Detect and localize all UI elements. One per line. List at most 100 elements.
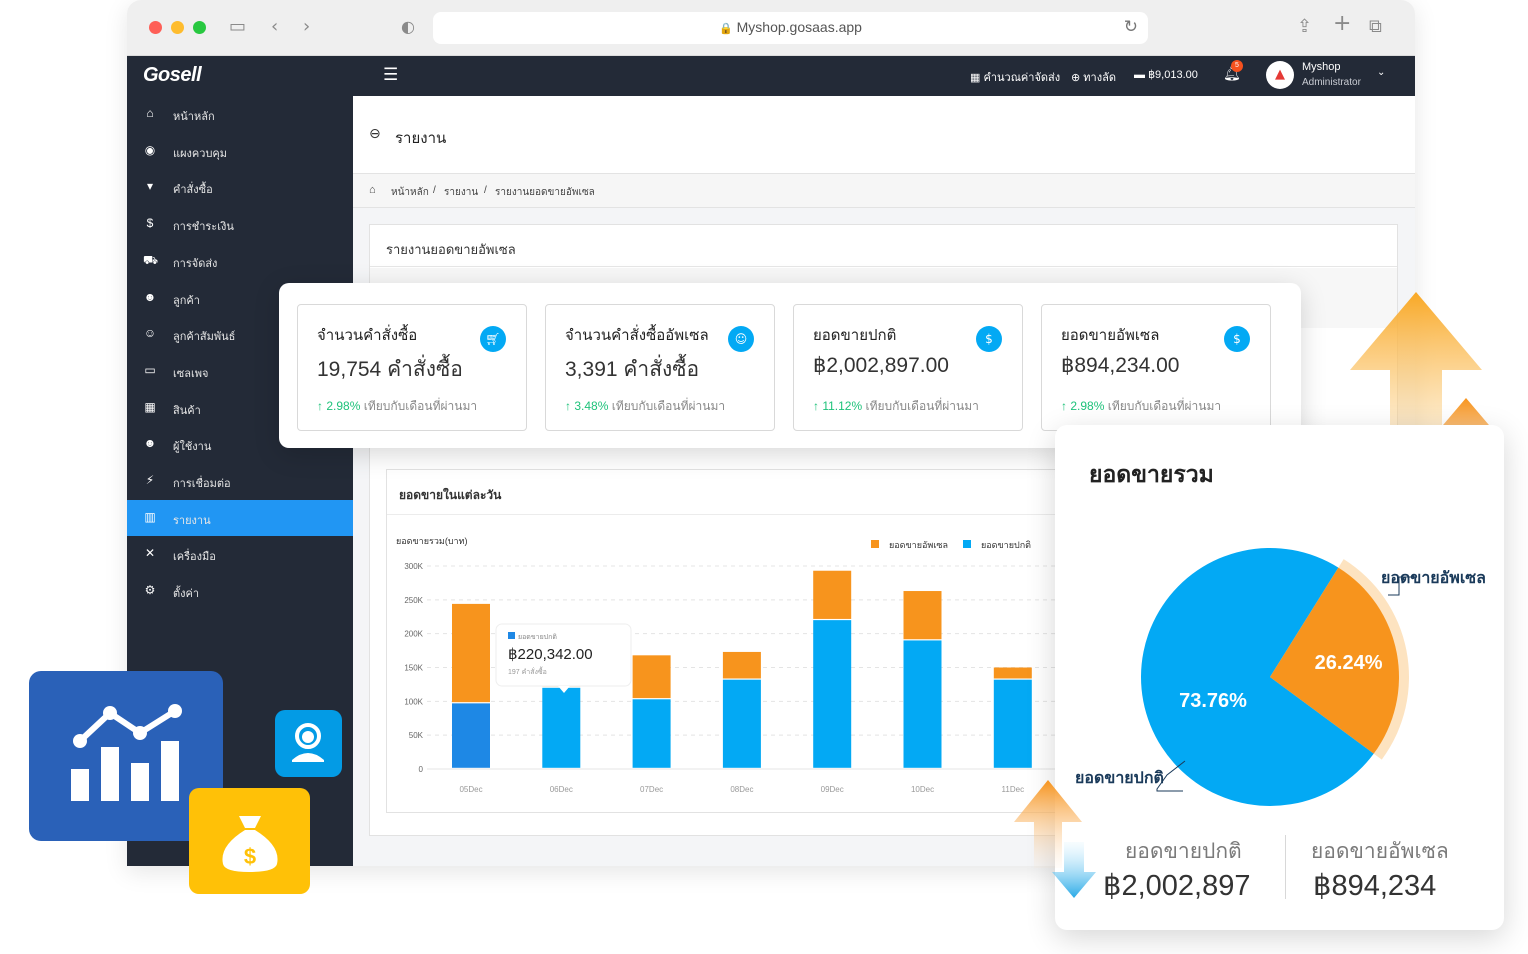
logo[interactable]: Gosell (143, 64, 202, 86)
boxes-icon: ▦ (144, 399, 156, 414)
page-icon: ▭ (144, 362, 156, 377)
shop-name: Myshop (1302, 61, 1341, 73)
share-icon[interactable]: ⇪ (1297, 16, 1313, 37)
bar-segment (903, 591, 942, 640)
back-icon[interactable]: ‹ (271, 16, 279, 37)
upsell-callout-label: ยอดขายอัพเซล (1381, 569, 1486, 587)
sidebar-item-5[interactable]: ☻ ลูกค้า (127, 280, 353, 316)
url-label: Myshop.gosaas.app (736, 19, 862, 35)
sidebar-toggle-icon[interactable]: ▭ (229, 16, 247, 37)
sidebar-item-label: การชำระเงิน (173, 221, 234, 234)
stat-card-normal-sales: ยอดขายปกติ ฿2,002,897.00 ↑ 11.12% เทียบก… (793, 304, 1023, 431)
analytics-icon (71, 704, 182, 801)
breadcrumb-home[interactable]: หน้าหลัก (391, 187, 429, 198)
tooltip-value: ฿220,342.00 (508, 646, 593, 663)
stat-title: ยอดขายอัพเซล (1061, 327, 1160, 344)
bar-segment (813, 620, 852, 768)
tooltip-series: ยอดขายปกติ (518, 633, 557, 641)
stat-change: ↑ 3.48% เทียบกับเดือนที่ผ่านมา (565, 397, 725, 416)
sidebar-item-8[interactable]: ▦ สินค้า (127, 390, 353, 426)
arrow-up-icon: ↑ (565, 399, 571, 413)
stat-card-orders: จำนวนคำสั่งซื้อ 19,754 คำสั่งซื้อ ↑ 2.98… (297, 304, 527, 431)
sidebar-item-2[interactable]: ▾ คำสั่งซื้อ (127, 169, 353, 205)
sidebar-item-10[interactable]: ⚡︎ การเชื่อมต่อ (127, 463, 353, 499)
sidebar-item-11[interactable]: ▥ รายงาน (127, 499, 353, 536)
stat-title: จำนวนคำสั่งซื้อ (317, 327, 418, 344)
tools-icon: ✕ (144, 546, 156, 561)
browser-chrome: ▭ ‹ › ◐ 🔒 Myshop.gosaas.app ↻ ⇪ + ⧉ (127, 0, 1415, 56)
x-tick-label: 05Dec (459, 785, 482, 794)
stat-change: ↑ 11.12% เทียบกับเดือนที่ผ่านมา (813, 397, 979, 416)
report-icon: ▥ (144, 509, 156, 524)
sidebar-item-12[interactable]: ✕ เครื่องมือ (127, 536, 353, 572)
upsell-sales-value: ฿894,234 (1313, 870, 1437, 902)
stat-value: 3,391 คำสั่งซื้อ (565, 358, 700, 381)
stat-change-pct: 3.48% (574, 399, 609, 413)
up-arrow (1014, 780, 1082, 868)
new-tab-icon[interactable]: + (1333, 11, 1352, 36)
chart-tooltip: ยอดขายปกติ฿220,342.00 197 คำสั่งซื้อ (495, 623, 632, 693)
plus-circle-icon: ⊕ (1071, 72, 1081, 84)
cart-icon: ▾ (146, 179, 154, 194)
bar-segment (452, 603, 490, 703)
balance-link[interactable]: ▬ ฿9,013.00 (1134, 68, 1198, 81)
forward-icon[interactable]: › (303, 16, 311, 37)
sidebar-item-4[interactable]: ⛟ การจัดส่ง (127, 243, 353, 279)
minimize-dot[interactable] (171, 21, 184, 34)
sidebar-item-3[interactable]: $ การชำระเงิน (127, 206, 353, 242)
breadcrumb-current: รายงานยอดขายอัพเซล (495, 187, 595, 198)
reload-icon[interactable]: ↻ (1123, 17, 1138, 37)
notification-badge: 5 (1231, 60, 1243, 72)
sidebar-item-0[interactable]: ⌂ หน้าหลัก (127, 96, 353, 132)
sidebar-item-6[interactable]: ☺ ลูกค้าสัมพันธ์ (127, 316, 353, 352)
sidebar-item-label: เซลเพจ (173, 367, 209, 380)
hamburger-icon[interactable]: ☰ (383, 65, 399, 85)
sidebar-item-13[interactable]: ⚙ ตั้งค่า (127, 573, 353, 609)
stat-change: ↑ 2.98% เทียบกับเดือนที่ผ่านมา (1061, 397, 1221, 416)
address-bar[interactable]: 🔒 Myshop.gosaas.app ↻ (433, 12, 1148, 44)
support-icon: ☺ (143, 326, 157, 341)
y-tick-label: 200K (404, 630, 423, 639)
total-sales-title: ยอดขายรวม (1089, 461, 1214, 487)
big-up-arrow (1350, 292, 1482, 490)
legend-label: ยอดขายปกติ (981, 540, 1031, 550)
dollar-icon: $ (146, 216, 154, 231)
arrow-up-icon: ↑ (317, 399, 323, 413)
stat-compare: เทียบกับเดือนที่ผ่านมา (611, 399, 726, 413)
pie-slice-upsell (1270, 567, 1399, 754)
chevron-down-icon[interactable]: ⌄ (1377, 67, 1386, 78)
user-role: Administrator (1302, 77, 1361, 88)
bar-segment (993, 679, 1032, 768)
legend-swatch (963, 540, 971, 548)
x-tick-label: 09Dec (821, 785, 844, 794)
x-tick-label: 07Dec (640, 785, 663, 794)
shield-icon[interactable]: ◐ (401, 17, 415, 36)
sidebar-item-9[interactable]: ☻ ผู้ใช้งาน (127, 426, 353, 462)
close-dot[interactable] (149, 21, 162, 34)
breadcrumb-sep: / (484, 185, 487, 196)
bar-segment (993, 667, 1032, 679)
bar-segment (452, 703, 490, 768)
normal-callout-line (1156, 760, 1186, 792)
bar-segment (632, 655, 671, 699)
shop-avatar[interactable]: ▲ (1266, 61, 1294, 89)
stat-value: 19,754 คำสั่งซื้อ (317, 358, 463, 381)
calculator-icon: ▦ (970, 72, 981, 84)
shipping-calc-link[interactable]: ▦ คำนวณค่าจัดส่ง (970, 68, 1060, 86)
bar-segment (813, 570, 852, 619)
pie-label-normal: 73.76% (1179, 690, 1247, 712)
bar-segment (722, 679, 761, 768)
home-icon[interactable]: ⌂ (369, 184, 376, 196)
tabs-icon[interactable]: ⧉ (1369, 16, 1382, 37)
support-icon: ☺ (728, 326, 754, 352)
back-circle-icon[interactable]: ⊖ (369, 126, 381, 142)
shortcut-link[interactable]: ⊕ ทางลัด (1071, 68, 1116, 86)
tooltip-swatch (508, 632, 515, 639)
bar-segment (722, 651, 761, 679)
sidebar-item-1[interactable]: ◉ แผงควบคุม (127, 133, 353, 169)
plug-icon: ⚡︎ (145, 473, 155, 487)
money-tile: $ (189, 788, 310, 894)
sidebar-item-7[interactable]: ▭ เซลเพจ (127, 353, 353, 389)
breadcrumb-report[interactable]: รายงาน (444, 187, 479, 198)
zoom-dot[interactable] (193, 21, 206, 34)
